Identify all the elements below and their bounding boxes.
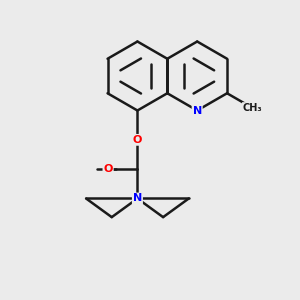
Text: O: O: [103, 164, 113, 174]
Text: N: N: [193, 106, 202, 116]
Text: CH₃: CH₃: [243, 103, 262, 113]
Text: O: O: [133, 135, 142, 145]
Text: N: N: [133, 194, 142, 203]
